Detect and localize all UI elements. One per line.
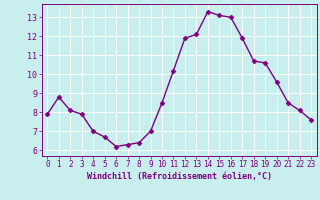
X-axis label: Windchill (Refroidissement éolien,°C): Windchill (Refroidissement éolien,°C) (87, 172, 272, 181)
